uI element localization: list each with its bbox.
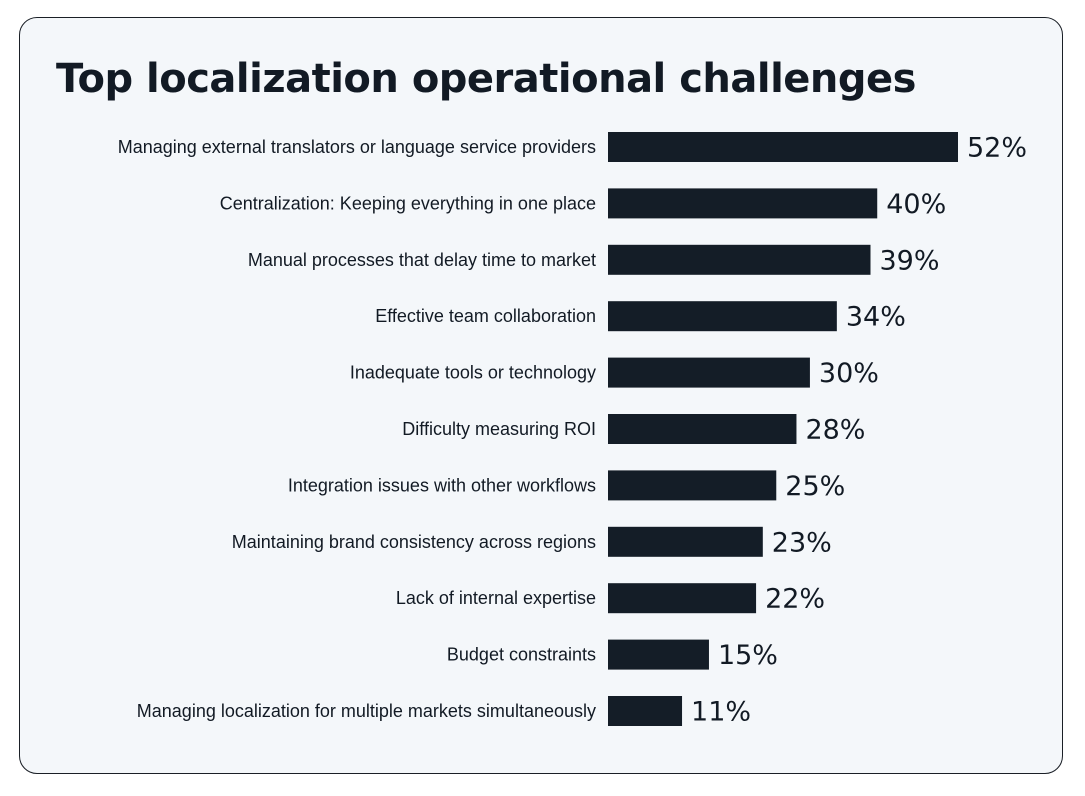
value-label: 30% <box>819 358 879 389</box>
category-label: Budget constraints <box>447 645 596 665</box>
category-label: Managing external translators or languag… <box>118 137 596 157</box>
bar <box>608 696 683 726</box>
bar <box>608 357 810 388</box>
bar <box>608 301 837 332</box>
value-label: 11% <box>691 697 751 728</box>
bar <box>608 132 958 162</box>
category-label: Centralization: Keeping everything in on… <box>220 193 596 213</box>
category-label: Effective team collaboration <box>375 306 596 326</box>
chart-title: Top localization operational challenges <box>56 56 916 102</box>
value-label: 40% <box>886 189 946 220</box>
value-label: 23% <box>772 527 832 558</box>
value-label: 34% <box>846 302 906 333</box>
bar <box>608 526 763 557</box>
bar <box>608 188 878 219</box>
category-label: Inadequate tools or technology <box>350 363 596 383</box>
category-label: Difficulty measuring ROI <box>402 419 596 439</box>
category-label: Manual processes that delay time to mark… <box>248 250 596 270</box>
category-label: Integration issues with other workflows <box>288 475 596 495</box>
bar <box>608 583 757 614</box>
bar <box>608 639 709 670</box>
value-label: 39% <box>880 245 940 276</box>
category-label: Lack of internal expertise <box>396 588 596 608</box>
bar <box>608 244 871 275</box>
bar <box>608 470 777 501</box>
value-label: 28% <box>805 415 865 446</box>
value-label: 52% <box>967 133 1027 164</box>
bar <box>608 414 797 444</box>
category-label: Maintaining brand consistency across reg… <box>232 532 596 552</box>
value-label: 15% <box>718 640 778 671</box>
category-label: Managing localization for multiple marke… <box>137 701 596 721</box>
value-label: 22% <box>765 584 825 615</box>
value-label: 25% <box>785 471 845 502</box>
